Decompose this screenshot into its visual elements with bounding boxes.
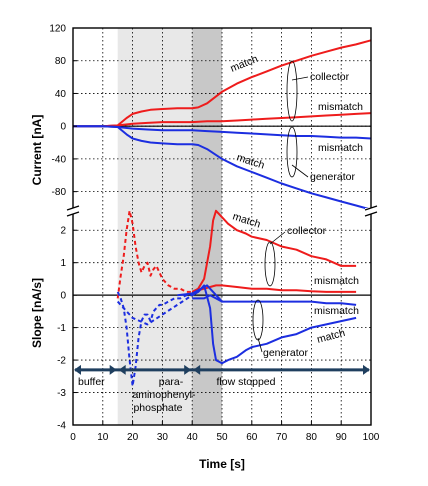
phase-arrow-left-1 <box>118 364 126 375</box>
bottom-y-tick-label-5: -3 <box>57 388 66 399</box>
top-match-label-blue: match <box>235 151 266 171</box>
top-y-tick-label-2: 40 <box>55 89 67 100</box>
bottom-y-tick-label-6: -4 <box>57 421 66 432</box>
top-mismatch-label-blue: mismatch <box>318 142 363 154</box>
top-mismatch-label-red: mismatch <box>318 101 363 113</box>
x-tick-label-10: 100 <box>363 432 380 443</box>
phase-arrow-left-2 <box>193 364 201 375</box>
top-generator-leader <box>291 164 309 178</box>
top-y-tick-label-5: -80 <box>52 187 67 198</box>
phase-arrow-right-0 <box>109 364 117 375</box>
top-generator-label: generator <box>310 171 355 183</box>
bottom-series-0 <box>116 209 193 299</box>
x-tick-label-6: 60 <box>246 432 258 443</box>
phase-label-buffer: buffer <box>78 376 105 388</box>
bottom-y-tick-label-2: 0 <box>60 291 66 302</box>
bottom-annotations: match collector mismatch mismatch match … <box>231 210 359 359</box>
bottom-y-tick-label-4: -2 <box>57 356 66 367</box>
bottom-series-3 <box>192 294 357 306</box>
bottom-generator-label: generator <box>263 347 308 359</box>
top-collector-ellipse <box>286 60 298 122</box>
top-series-0 <box>73 39 372 128</box>
phase-labels: buffer para- aminophenyl- phosphate flow… <box>78 376 276 414</box>
x-axis-label: Time [s] <box>199 457 245 471</box>
top-series-1 <box>73 112 372 128</box>
bottom-series-1 <box>191 209 357 293</box>
axis-break-mark-b-1 <box>364 211 378 217</box>
top-match-label-red: match <box>229 53 260 75</box>
bottom-y-tick-label-0: 2 <box>60 226 66 237</box>
axis-break-mark-a-0 <box>66 205 80 211</box>
top-y-tick-label-1: 80 <box>55 56 67 67</box>
top-collector-label: collector <box>310 71 350 83</box>
top-y-axis-label: Current [nA] <box>30 115 44 186</box>
x-tick-label-3: 30 <box>157 432 169 443</box>
top-series-2 <box>73 125 372 140</box>
phase-arrow-left-0 <box>74 364 81 375</box>
phase-arrow-right-2 <box>363 364 370 375</box>
top-y-tick-label-3: 0 <box>60 122 66 133</box>
bottom-collector-leader <box>269 231 286 245</box>
bottom-series-5 <box>191 284 357 365</box>
bottom-collector-ellipse <box>264 241 276 287</box>
shaded-region-1 <box>192 28 222 425</box>
axis-break-gap-1 <box>365 208 377 214</box>
bottom-generator-ellipse <box>252 299 264 341</box>
shaded-region-0 <box>117 28 193 425</box>
phase-label-pap-line1: para- <box>159 376 184 388</box>
bottom-mismatch-label-red: mismatch <box>314 275 359 287</box>
phase-label-flow-stopped: flow stopped <box>217 376 276 388</box>
top-series-3 <box>73 125 372 211</box>
axis-break-mark-a-1 <box>364 205 378 211</box>
x-tick-label-7: 70 <box>276 432 288 443</box>
bottom-series-7 <box>177 284 223 303</box>
x-tick-label-9: 90 <box>336 432 348 443</box>
bottom-y-tick-label-3: -1 <box>57 323 66 334</box>
x-tick-label-4: 40 <box>187 432 199 443</box>
axis-break-gap-0 <box>67 208 79 214</box>
bottom-collector-label: collector <box>287 225 327 237</box>
bottom-y-axis-label: Slope [nA/s] <box>30 278 44 348</box>
bottom-mismatch-label-blue: mismatch <box>314 305 359 317</box>
x-tick-label-1: 10 <box>97 432 109 443</box>
phase-label-pap-line2: aminophenyl- <box>132 389 196 401</box>
bottom-y-tick-label-1: 1 <box>60 258 66 269</box>
x-tick-label-0: 0 <box>70 432 76 443</box>
bottom-series-2 <box>191 284 357 293</box>
x-tick-label-8: 80 <box>306 432 318 443</box>
axis-break-mark-b-0 <box>66 211 80 217</box>
phase-label-pap-line3: phosphate <box>133 402 182 414</box>
top-collector-leader <box>291 76 309 81</box>
x-tick-label-5: 50 <box>216 432 228 443</box>
x-tick-label-2: 20 <box>127 432 139 443</box>
phase-arrow-right-1 <box>184 364 192 375</box>
top-y-tick-label-0: 120 <box>49 24 66 35</box>
bottom-match-label-blue: match <box>316 327 347 346</box>
top-generator-ellipse <box>286 126 298 178</box>
bottom-generator-leader <box>257 337 263 353</box>
top-y-tick-label-4: -40 <box>52 154 67 165</box>
bottom-series-4 <box>116 291 193 387</box>
bottom-match-label-red: match <box>231 210 262 230</box>
